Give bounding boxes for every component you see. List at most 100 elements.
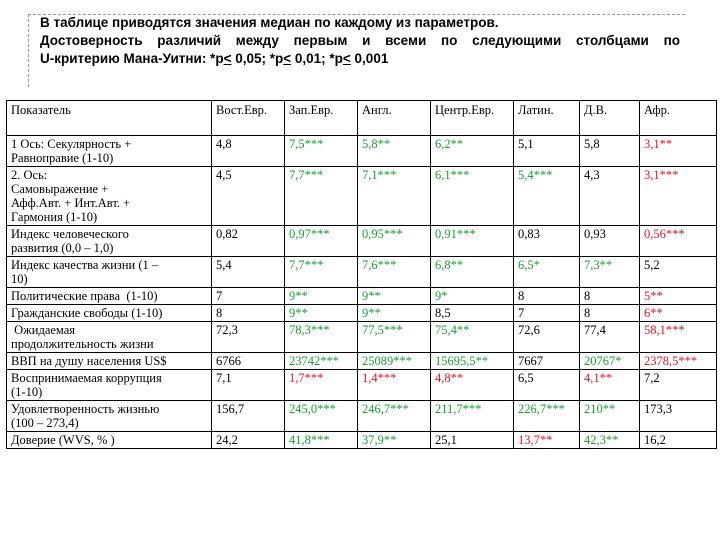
row-label-line: 10) bbox=[11, 272, 28, 286]
row-label: ВВП на душу населения US$ bbox=[6, 352, 212, 370]
value-cell: 226,7*** bbox=[513, 400, 580, 432]
value-cell: 6,5* bbox=[513, 256, 580, 288]
value-cell: 15695,5** bbox=[430, 352, 514, 370]
value-cell: 245,0*** bbox=[284, 400, 358, 432]
heading-text: В таблице приводятся значения медиан по … bbox=[40, 14, 680, 68]
value-cell: 7,5*** bbox=[284, 135, 358, 167]
row-label: 2. Ось: Самовыражение + Афф.Авт. + Инт.Авт… bbox=[6, 166, 212, 226]
value-cell: 9** bbox=[284, 287, 358, 305]
row-label-line: развития (0,0 – 1,0) bbox=[11, 241, 114, 255]
column-header: Показатель bbox=[6, 100, 212, 136]
value-cell: 0,56*** bbox=[639, 225, 717, 257]
table-header-row: Показатель Вост.Евр. Зап.Евр. Англ. Центр.Ев… bbox=[6, 100, 717, 136]
value-cell: 7 bbox=[513, 304, 580, 322]
value-cell: 9** bbox=[357, 304, 431, 322]
value-cell: 75,4** bbox=[430, 321, 514, 353]
value-cell: 13,7** bbox=[513, 431, 580, 449]
value-cell: 6,2** bbox=[430, 135, 514, 167]
row-label: Доверие (WVS, % ) bbox=[6, 431, 212, 449]
row-label-line: Индекс качества жизни (1 – bbox=[11, 258, 159, 272]
value-cell: 7 bbox=[211, 287, 285, 305]
value-cell: 6,8** bbox=[430, 256, 514, 288]
row-label-line: Афф.Авт. + Инт.Авт. + bbox=[11, 196, 131, 210]
column-header: Центр.Евр. bbox=[430, 100, 514, 136]
medians-table: Показатель Вост.Евр. Зап.Евр. Англ. Центр.Ев… bbox=[6, 100, 717, 449]
value-cell: 210** bbox=[579, 400, 640, 432]
value-cell: 78,3*** bbox=[284, 321, 358, 353]
table-row: 1 Ось: Секулярность + Равноправие (1-10) 4… bbox=[6, 135, 717, 167]
value-cell: 211,7*** bbox=[430, 400, 514, 432]
value-cell: 77,5*** bbox=[357, 321, 431, 353]
value-cell: 9* bbox=[430, 287, 514, 305]
value-cell: 37,9** bbox=[357, 431, 431, 449]
value-cell: 58,1*** bbox=[639, 321, 717, 353]
value-cell: 9** bbox=[284, 304, 358, 322]
value-cell: 3,1*** bbox=[639, 166, 717, 226]
value-cell: 246,7*** bbox=[357, 400, 431, 432]
heading-line-3: U-критерию Мана-Уитни: *р< 0,05; *р< 0,0… bbox=[40, 51, 389, 66]
table-row: Удовлетворенность жизнью (100 – 273,4) 156… bbox=[6, 400, 717, 432]
value-cell: 3,1** bbox=[639, 135, 717, 167]
value-cell: 9** bbox=[357, 287, 431, 305]
value-cell: 8 bbox=[579, 287, 640, 305]
value-cell: 5,8** bbox=[357, 135, 431, 167]
value-cell: 42,3** bbox=[579, 431, 640, 449]
column-header: Англ. bbox=[357, 100, 431, 136]
value-cell: 72,6 bbox=[513, 321, 580, 353]
value-cell: 5** bbox=[639, 287, 717, 305]
column-header: Д.В. bbox=[579, 100, 640, 136]
row-label-line: Воспринимаемая коррупция bbox=[11, 371, 162, 385]
row-label-line: Удовлетворенность жизнью bbox=[11, 402, 160, 416]
row-label-line: 2. Ось: bbox=[11, 168, 48, 182]
row-label: Индекс человеческого развития (0,0 – 1,0) bbox=[6, 225, 212, 257]
value-cell: 0,95*** bbox=[357, 225, 431, 257]
row-label: Воспринимаемая коррупция (1-10) bbox=[6, 369, 212, 401]
value-cell: 7,7*** bbox=[284, 166, 358, 226]
value-cell: 7,2 bbox=[639, 369, 717, 401]
table-row: 2. Ось: Самовыражение + Афф.Авт. + Инт.Авт… bbox=[6, 166, 717, 226]
row-label-line: Политические права (1-10) bbox=[11, 289, 158, 303]
row-label-line: 1 Ось: Секулярность + bbox=[11, 137, 132, 151]
table-row: Воспринимаемая коррупция (1-10) 7,1 1,7*** 1… bbox=[6, 369, 717, 401]
value-cell: 5,2 bbox=[639, 256, 717, 288]
table-row: ВВП на душу населения US$ 6766 23742*** 250… bbox=[6, 352, 717, 370]
column-header: Зап.Евр. bbox=[284, 100, 358, 136]
table-body: 1 Ось: Секулярность + Равноправие (1-10) 4… bbox=[6, 135, 717, 449]
row-label-line: Гражданские свободы (1-10) bbox=[11, 306, 163, 320]
row-label: Индекс качества жизни (1 –10) bbox=[6, 256, 212, 288]
value-cell: 16,2 bbox=[639, 431, 717, 449]
value-cell: 6766 bbox=[211, 352, 285, 370]
value-cell: 4,8** bbox=[430, 369, 514, 401]
heading-frame bbox=[28, 14, 685, 87]
value-cell: 77,4 bbox=[579, 321, 640, 353]
value-cell: 0,97*** bbox=[284, 225, 358, 257]
value-cell: 1,7*** bbox=[284, 369, 358, 401]
value-cell: 7,6*** bbox=[357, 256, 431, 288]
value-cell: 7,7*** bbox=[284, 256, 358, 288]
value-cell: 6,5 bbox=[513, 369, 580, 401]
value-cell: 8 bbox=[513, 287, 580, 305]
table-row: Политические права (1-10) 7 9** 9** 9* 8 8 5** bbox=[6, 287, 717, 305]
table-row: Индекс человеческого развития (0,0 – 1,0)… bbox=[6, 225, 717, 257]
value-cell: 173,3 bbox=[639, 400, 717, 432]
heading-line-1: В таблице приводятся значения медиан по … bbox=[40, 15, 499, 30]
column-header: Вост.Евр. bbox=[211, 100, 285, 136]
row-label-line: Индекс человеческого bbox=[11, 227, 129, 241]
value-cell: 8,5 bbox=[430, 304, 514, 322]
value-cell: 4,3 bbox=[579, 166, 640, 226]
row-label: Удовлетворенность жизнью (100 – 273,4) bbox=[6, 400, 212, 432]
value-cell: 0,83 bbox=[513, 225, 580, 257]
row-label-line: (1-10) bbox=[11, 385, 43, 399]
table-row: Индекс качества жизни (1 –10) 5,4 7,7*** 7,… bbox=[6, 256, 717, 288]
row-label-line: (100 – 273,4) bbox=[11, 416, 79, 430]
value-cell: 8 bbox=[579, 304, 640, 322]
row-label-line: Равноправие (1-10) bbox=[11, 151, 114, 165]
table-row: Гражданские свободы (1-10) 8 9** 9** 8,5 7 8 6*… bbox=[6, 304, 717, 322]
value-cell: 41,8*** bbox=[284, 431, 358, 449]
value-cell: 5,4 bbox=[211, 256, 285, 288]
table-row: Доверие (WVS, % ) 24,2 41,8*** 37,9** 25,1 13… bbox=[6, 431, 717, 449]
value-cell: 6,1*** bbox=[430, 166, 514, 226]
row-label-line: Самовыражение + bbox=[11, 182, 109, 196]
value-cell: 0,93 bbox=[579, 225, 640, 257]
row-label-line: Гармония (1-10) bbox=[11, 210, 98, 224]
